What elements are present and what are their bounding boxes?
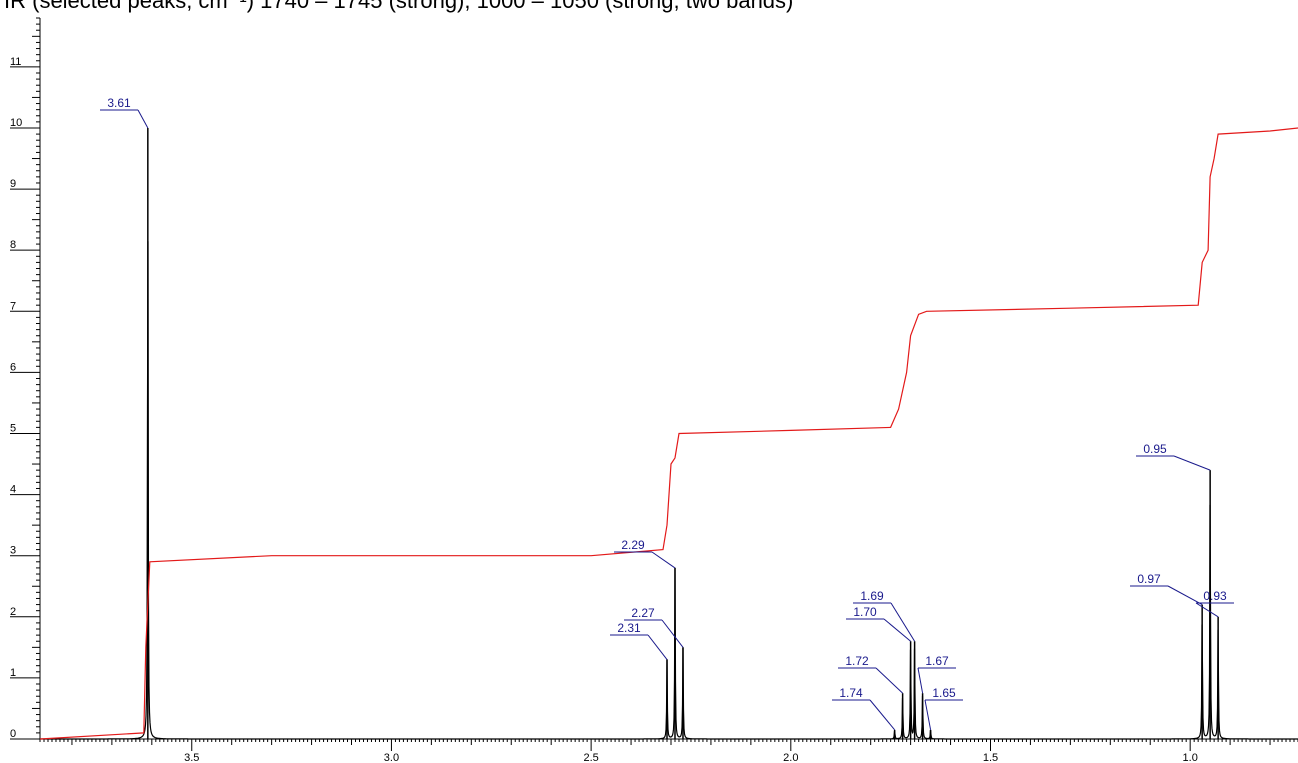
peak-label: 0.95 bbox=[1136, 442, 1211, 471]
peak-label-text: 1.65 bbox=[932, 686, 956, 700]
peak-label-text: 1.70 bbox=[853, 605, 877, 619]
x-tick-label: 3.0 bbox=[384, 752, 399, 763]
y-tick-label: 6 bbox=[10, 361, 16, 373]
x-tick-label: 2.5 bbox=[583, 752, 598, 763]
y-tick-label: 9 bbox=[10, 178, 16, 190]
peak-label: 2.29 bbox=[614, 538, 676, 569]
peak-label: 1.74 bbox=[832, 686, 896, 731]
peak-label-leader bbox=[1195, 602, 1219, 618]
peak-label: 2.27 bbox=[624, 606, 684, 648]
peak-label-text: 1.72 bbox=[845, 654, 869, 668]
peak-label-leader bbox=[651, 551, 676, 569]
peak-label-leader bbox=[869, 699, 896, 731]
peak-label-text: 2.31 bbox=[617, 621, 641, 635]
peak-label-text: 1.74 bbox=[839, 686, 863, 700]
axes: 0 1 2 3 4 5 6 7 8 9 10 11 3.5 3.0 2.5 2.0 1.5 1.0 bbox=[10, 17, 1298, 763]
x-tick-label: 2.0 bbox=[783, 752, 798, 763]
peak-label-leader bbox=[924, 699, 932, 730]
y-tick-label: 4 bbox=[10, 484, 16, 496]
y-tick-label: 5 bbox=[10, 422, 16, 434]
peak-label-text: 3.61 bbox=[107, 96, 131, 110]
y-tick-label: 1 bbox=[10, 667, 16, 679]
peak-label: 1.70 bbox=[846, 605, 911, 642]
peak-label-leader bbox=[647, 634, 668, 660]
y-tick-label: 7 bbox=[10, 300, 16, 312]
peak-label-leader bbox=[875, 667, 903, 694]
peak-label-text: 0.95 bbox=[1143, 442, 1167, 456]
peak-label-leader bbox=[137, 109, 149, 129]
peak-label-leader bbox=[661, 619, 684, 648]
ir-header-text: IR (selected peaks, cm⁻¹) 1740 – 1745 (s… bbox=[4, 0, 794, 13]
y-tick-label: 0 bbox=[10, 728, 16, 740]
peak-label: 1.67 bbox=[917, 654, 956, 694]
peak-label: 3.61 bbox=[100, 96, 149, 129]
x-tick-label: 3.5 bbox=[184, 752, 199, 763]
peak-label-text: 2.27 bbox=[631, 606, 655, 620]
peak-label-leader bbox=[890, 602, 916, 642]
peak-label: 1.72 bbox=[838, 654, 903, 694]
peak-label: 0.93 bbox=[1195, 589, 1234, 618]
y-tick-label: 3 bbox=[10, 545, 16, 557]
peak-label-leader bbox=[883, 618, 911, 642]
integral-curve bbox=[39, 127, 1298, 740]
peak-label-text: 1.67 bbox=[925, 654, 949, 668]
integral-series bbox=[39, 127, 1298, 740]
peak-label: 1.69 bbox=[853, 589, 916, 642]
peak-label-text: 0.97 bbox=[1137, 572, 1161, 586]
x-tick-label: 1.5 bbox=[983, 752, 998, 763]
y-tick-label: 2 bbox=[10, 606, 16, 618]
y-tick-label: 11 bbox=[10, 56, 21, 68]
peak-label-leader bbox=[1167, 585, 1203, 606]
peak-label-leader bbox=[917, 667, 924, 694]
peak-label: 1.65 bbox=[924, 686, 963, 730]
spectrum-series bbox=[40, 127, 1298, 740]
spectrum-line bbox=[40, 241, 1298, 740]
y-tick-label: 8 bbox=[10, 239, 16, 251]
peak-label-text: 2.29 bbox=[621, 538, 645, 552]
y-tick-label: 10 bbox=[10, 117, 22, 129]
x-tick-label: 1.0 bbox=[1183, 752, 1198, 763]
peak-label: 2.31 bbox=[610, 621, 668, 660]
peak-label-text: 1.69 bbox=[860, 589, 884, 603]
peak-labels: 3.61 2.29 2.272.31 1.69 1.70 1.72 1.67 1.74 1.65… bbox=[100, 96, 1234, 731]
peak-label: 0.97 bbox=[1130, 572, 1203, 606]
peak-label-leader bbox=[1173, 455, 1211, 471]
peak-label-text: 0.93 bbox=[1203, 589, 1227, 603]
